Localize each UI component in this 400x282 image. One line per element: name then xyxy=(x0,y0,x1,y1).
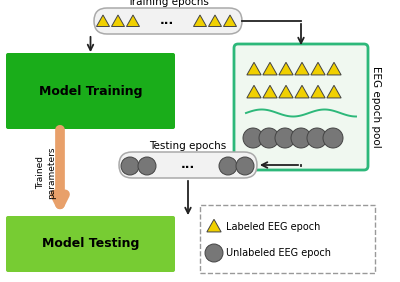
Circle shape xyxy=(243,128,263,148)
Circle shape xyxy=(307,128,327,148)
Polygon shape xyxy=(279,85,293,98)
FancyBboxPatch shape xyxy=(6,216,175,272)
Polygon shape xyxy=(263,85,277,98)
Text: Testing epochs: Testing epochs xyxy=(149,141,227,151)
Polygon shape xyxy=(208,15,222,27)
Polygon shape xyxy=(247,62,261,75)
Text: Training epochs: Training epochs xyxy=(127,0,209,7)
Text: ...: ... xyxy=(160,14,174,28)
Text: Model Training: Model Training xyxy=(39,85,142,98)
Circle shape xyxy=(121,157,139,175)
Text: Trained
parameters: Trained parameters xyxy=(36,146,56,199)
Polygon shape xyxy=(247,85,261,98)
Polygon shape xyxy=(194,15,206,27)
Text: Model Testing: Model Testing xyxy=(42,237,139,250)
Polygon shape xyxy=(327,62,341,75)
Text: Labeled EEG epoch: Labeled EEG epoch xyxy=(226,222,320,232)
Text: Unlabeled EEG epoch: Unlabeled EEG epoch xyxy=(226,248,331,258)
Text: ...: ... xyxy=(181,158,195,171)
Polygon shape xyxy=(263,62,277,75)
Polygon shape xyxy=(295,62,309,75)
Circle shape xyxy=(219,157,237,175)
Circle shape xyxy=(291,128,311,148)
Circle shape xyxy=(323,128,343,148)
FancyBboxPatch shape xyxy=(234,44,368,170)
Polygon shape xyxy=(311,62,325,75)
Polygon shape xyxy=(224,15,236,27)
Polygon shape xyxy=(295,85,309,98)
Polygon shape xyxy=(207,219,221,232)
FancyBboxPatch shape xyxy=(6,53,175,129)
Polygon shape xyxy=(311,85,325,98)
Polygon shape xyxy=(96,15,110,27)
Circle shape xyxy=(236,157,254,175)
Circle shape xyxy=(275,128,295,148)
Circle shape xyxy=(205,244,223,262)
Polygon shape xyxy=(126,15,140,27)
Polygon shape xyxy=(112,15,124,27)
Text: EEG epoch pool: EEG epoch pool xyxy=(371,66,381,148)
FancyBboxPatch shape xyxy=(94,8,242,34)
Polygon shape xyxy=(327,85,341,98)
Circle shape xyxy=(259,128,279,148)
FancyBboxPatch shape xyxy=(200,205,375,273)
Polygon shape xyxy=(279,62,293,75)
FancyBboxPatch shape xyxy=(119,152,257,178)
Circle shape xyxy=(138,157,156,175)
